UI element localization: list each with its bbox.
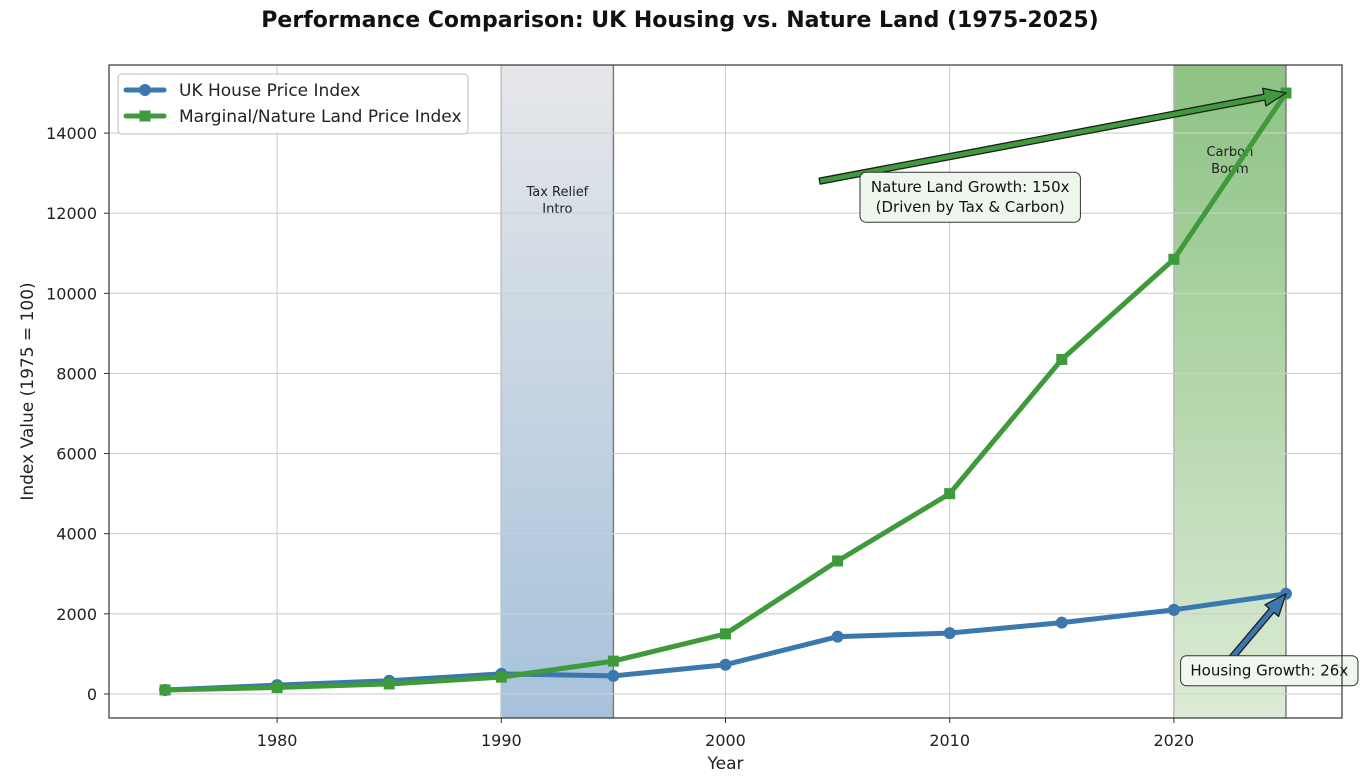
y-tick-label-10000: 10000 xyxy=(46,284,97,303)
annotation-arrow-2 xyxy=(1226,593,1287,663)
annotation-box-1 xyxy=(859,171,1081,223)
data-point-s2-1980 xyxy=(271,682,283,694)
x-tick-label-1990: 1990 xyxy=(481,731,522,750)
legend-swatch-marker-1 xyxy=(139,84,151,96)
data-point-s1-2015 xyxy=(1055,616,1068,629)
annotation-box-2 xyxy=(1180,655,1359,687)
legend-box xyxy=(117,73,469,135)
annotation-text-1-line2: (Driven by Tax & Carbon) xyxy=(876,198,1065,216)
data-point-s2-2010 xyxy=(944,488,956,500)
annotation-text-2-line1: Housing Growth: 26x xyxy=(1190,662,1348,680)
data-point-s1-2005 xyxy=(831,630,844,643)
data-point-s2-2020 xyxy=(1168,253,1180,265)
y-tick-label-14000: 14000 xyxy=(46,124,97,143)
legend-swatch-marker-2 xyxy=(139,110,151,122)
x-tick-label-2020: 2020 xyxy=(1154,731,1195,750)
shaded-band-1 xyxy=(501,65,614,718)
x-tick-label-2000: 2000 xyxy=(705,731,746,750)
data-point-s1-2000 xyxy=(719,658,732,671)
legend-label-1: UK House Price Index xyxy=(179,81,360,101)
y-axis-label: Index Value (1975 = 100) xyxy=(18,282,38,500)
legend-label-2: Marginal/Nature Land Price Index xyxy=(179,107,462,127)
data-point-s2-2000 xyxy=(720,628,731,640)
y-tick-label-12000: 12000 xyxy=(46,204,97,223)
y-tick-label-4000: 4000 xyxy=(56,525,97,544)
data-point-s2-1985 xyxy=(383,678,395,690)
data-point-s1-1995 xyxy=(607,669,620,682)
x-axis-label: Year xyxy=(707,754,744,774)
data-point-s2-2005 xyxy=(832,555,844,567)
band-label-line2-1: Intro xyxy=(542,202,572,217)
y-tick-label-0: 0 xyxy=(87,685,97,704)
data-point-s1-2020 xyxy=(1167,603,1180,616)
chart-title: Performance Comparison: UK Housing vs. N… xyxy=(261,8,1099,33)
data-point-s2-1995 xyxy=(607,655,619,667)
x-tick-label-2010: 2010 xyxy=(929,731,970,750)
y-tick-label-2000: 2000 xyxy=(56,605,97,624)
annotation-text-1-line1: Nature Land Growth: 150x xyxy=(871,178,1070,196)
annotation-arrow-1 xyxy=(818,87,1287,185)
data-point-s2-1990 xyxy=(495,671,507,683)
data-point-s2-1975 xyxy=(159,684,171,696)
y-tick-label-8000: 8000 xyxy=(56,364,97,383)
data-point-s2-2015 xyxy=(1056,353,1068,365)
x-tick-label-1980: 1980 xyxy=(257,731,298,750)
data-point-s1-2010 xyxy=(943,627,956,640)
band-label-line1-1: Tax Relief xyxy=(525,185,588,200)
y-tick-label-6000: 6000 xyxy=(56,445,97,464)
